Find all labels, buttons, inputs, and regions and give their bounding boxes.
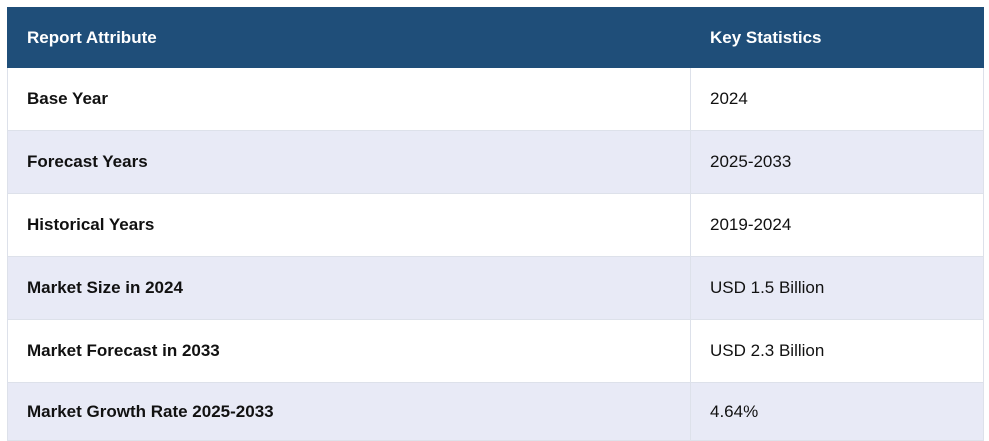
attribute-cell: Market Growth Rate 2025-2033: [7, 382, 691, 441]
column-header-report-attribute: Report Attribute: [7, 7, 691, 68]
table-header-row: Report Attribute Key Statistics: [7, 7, 984, 68]
value-cell: 2025-2033: [690, 130, 984, 194]
attribute-cell: Market Forecast in 2033: [7, 319, 691, 383]
attribute-cell: Market Size in 2024: [7, 256, 691, 320]
report-attributes-table: Report Attribute Key Statistics Base Yea…: [7, 7, 984, 441]
table-row: Market Forecast in 2033 USD 2.3 Billion: [7, 319, 984, 383]
table-row: Base Year 2024: [7, 67, 984, 131]
value-cell: 2019-2024: [690, 193, 984, 257]
value-cell: USD 2.3 Billion: [690, 319, 984, 383]
attribute-cell: Historical Years: [7, 193, 691, 257]
table-row: Market Growth Rate 2025-2033 4.64%: [7, 382, 984, 441]
column-header-key-statistics: Key Statistics: [690, 7, 984, 68]
value-cell: 4.64%: [690, 382, 984, 441]
table-row: Market Size in 2024 USD 1.5 Billion: [7, 256, 984, 320]
attribute-cell: Forecast Years: [7, 130, 691, 194]
table-row: Forecast Years 2025-2033: [7, 130, 984, 194]
table-row: Historical Years 2019-2024: [7, 193, 984, 257]
attribute-cell: Base Year: [7, 67, 691, 131]
value-cell: USD 1.5 Billion: [690, 256, 984, 320]
value-cell: 2024: [690, 67, 984, 131]
